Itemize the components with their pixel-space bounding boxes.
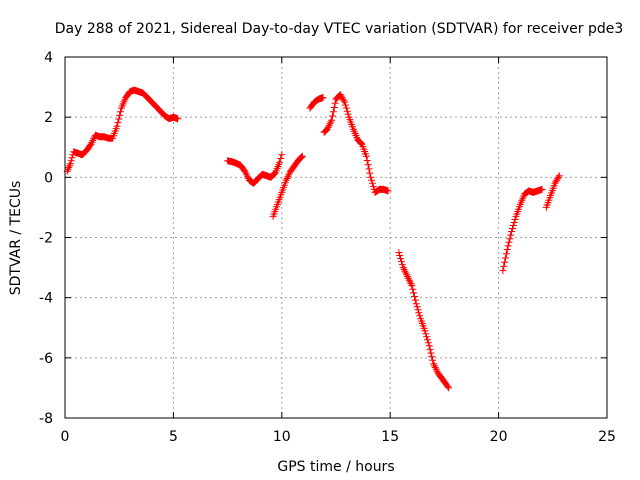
data-point-segment <box>320 91 392 196</box>
x-tick-label: 25 <box>598 429 616 445</box>
data-marks <box>63 86 563 392</box>
x-tick-label: 15 <box>381 429 399 445</box>
data-point-segment <box>542 172 563 211</box>
x-tick-label: 0 <box>61 429 70 445</box>
data-point-segment <box>269 152 306 220</box>
y-tick-label: 4 <box>44 50 53 66</box>
y-tick-label: -2 <box>39 231 53 247</box>
data-point-segment <box>306 94 327 112</box>
x-tick-label: 20 <box>490 429 508 445</box>
data-point-segment <box>395 249 453 392</box>
y-axis-label: SDTVAR / TECUs <box>8 181 24 296</box>
grid-lines <box>65 57 607 418</box>
y-tick-label: -4 <box>39 291 53 307</box>
data-point-segment <box>499 185 546 275</box>
x-axis-label: GPS time / hours <box>277 459 394 475</box>
data-point-segment <box>63 86 182 175</box>
y-tick-label: -8 <box>39 411 53 427</box>
x-tick-label: 10 <box>273 429 291 445</box>
y-tick-label: 0 <box>44 170 53 186</box>
x-tick-label: 5 <box>169 429 178 445</box>
y-tick-label: 2 <box>44 110 53 126</box>
y-tick-label: -6 <box>39 351 53 367</box>
axis-ticks: 0 5 10 15 20 25 -8 -6 -4 -2 0 2 4 <box>39 50 616 445</box>
chart-title: Day 288 of 2021, Sidereal Day-to-day VTE… <box>55 21 624 37</box>
data-point-segment <box>224 151 286 187</box>
